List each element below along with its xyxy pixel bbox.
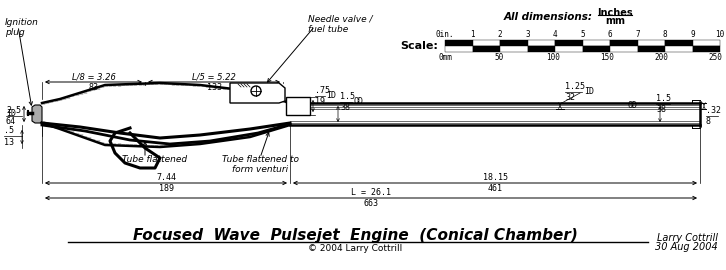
Bar — [665, 46, 693, 52]
Bar — [555, 40, 582, 46]
Text: 13: 13 — [4, 138, 14, 147]
Text: All dimensions:: All dimensions: — [504, 12, 592, 22]
Text: Scale:: Scale: — [400, 41, 438, 51]
Text: 250: 250 — [709, 53, 722, 62]
Polygon shape — [290, 97, 700, 127]
Text: 7.44: 7.44 — [156, 173, 176, 182]
Text: 2.5: 2.5 — [6, 106, 21, 115]
Bar — [473, 40, 500, 46]
Bar — [693, 46, 720, 52]
Text: 133: 133 — [206, 83, 221, 92]
Text: 189: 189 — [158, 184, 174, 193]
Text: Inches: Inches — [597, 8, 633, 18]
Text: 2: 2 — [498, 30, 502, 39]
Bar — [528, 46, 555, 52]
Text: 1.5: 1.5 — [340, 92, 355, 101]
Bar — [637, 46, 665, 52]
Bar — [528, 40, 555, 46]
Text: © 2004 Larry Cottrill: © 2004 Larry Cottrill — [308, 244, 402, 253]
Text: mm: mm — [605, 16, 625, 26]
Text: .75: .75 — [315, 86, 330, 95]
Text: 100: 100 — [547, 53, 560, 62]
Text: 32: 32 — [565, 93, 575, 102]
Text: 461: 461 — [487, 184, 502, 193]
Text: 5: 5 — [580, 30, 585, 39]
Text: ID: ID — [584, 87, 594, 96]
Text: L/5 = 5.22: L/5 = 5.22 — [192, 72, 236, 81]
Text: 10: 10 — [715, 30, 725, 39]
Text: Larry Cottrill: Larry Cottrill — [657, 233, 718, 243]
Text: Tube flattened to
form venturi: Tube flattened to form venturi — [221, 155, 298, 174]
Text: Tube flattened: Tube flattened — [123, 155, 187, 164]
Text: 30 Aug 2004: 30 Aug 2004 — [656, 242, 718, 252]
Text: OD: OD — [628, 100, 638, 110]
Text: .5: .5 — [4, 126, 14, 135]
Bar — [473, 46, 500, 52]
Text: 8: 8 — [706, 117, 711, 126]
Text: 200: 200 — [655, 53, 669, 62]
Text: 0in.: 0in. — [436, 30, 454, 39]
Text: 663: 663 — [364, 199, 378, 208]
Text: L = 26.1: L = 26.1 — [351, 188, 391, 197]
Text: 83: 83 — [89, 83, 99, 92]
Text: L/8 = 3.26: L/8 = 3.26 — [72, 72, 115, 81]
Text: 1: 1 — [470, 30, 475, 39]
Text: 0mm: 0mm — [438, 53, 452, 62]
Polygon shape — [230, 83, 285, 103]
Text: Focused  Wave  Pulsejet  Engine  (Conical Chamber): Focused Wave Pulsejet Engine (Conical Ch… — [133, 228, 577, 243]
Polygon shape — [32, 105, 42, 123]
Text: ID: ID — [6, 109, 16, 117]
Polygon shape — [42, 83, 290, 147]
Bar — [693, 40, 720, 46]
Text: 38: 38 — [656, 105, 666, 114]
Text: 1.5: 1.5 — [656, 94, 671, 103]
Text: 19: 19 — [315, 97, 325, 106]
Bar — [637, 40, 665, 46]
Text: Needle valve /
fuel tube: Needle valve / fuel tube — [308, 15, 372, 34]
Text: 50: 50 — [494, 53, 504, 62]
Bar — [665, 40, 693, 46]
Bar — [445, 46, 473, 52]
Text: 6: 6 — [608, 30, 612, 39]
Text: OD: OD — [354, 97, 364, 106]
Text: ID: ID — [326, 92, 336, 100]
Text: 1.25: 1.25 — [565, 82, 585, 91]
Text: 150: 150 — [600, 53, 614, 62]
Bar — [582, 46, 610, 52]
Bar — [610, 46, 637, 52]
Text: 8: 8 — [663, 30, 667, 39]
Polygon shape — [286, 97, 310, 115]
Text: 18.15: 18.15 — [483, 173, 507, 182]
Bar — [445, 40, 473, 46]
Bar — [610, 40, 637, 46]
Bar — [500, 40, 528, 46]
Text: 7: 7 — [635, 30, 640, 39]
Text: .32: .32 — [706, 106, 721, 115]
Text: 9: 9 — [690, 30, 695, 39]
Text: Ignition
plug: Ignition plug — [5, 18, 39, 38]
Text: 3: 3 — [525, 30, 530, 39]
Text: 64: 64 — [6, 117, 16, 126]
Text: 38: 38 — [340, 103, 350, 112]
Bar — [582, 40, 610, 46]
Bar — [555, 46, 582, 52]
Text: 4: 4 — [552, 30, 558, 39]
Bar — [500, 46, 528, 52]
